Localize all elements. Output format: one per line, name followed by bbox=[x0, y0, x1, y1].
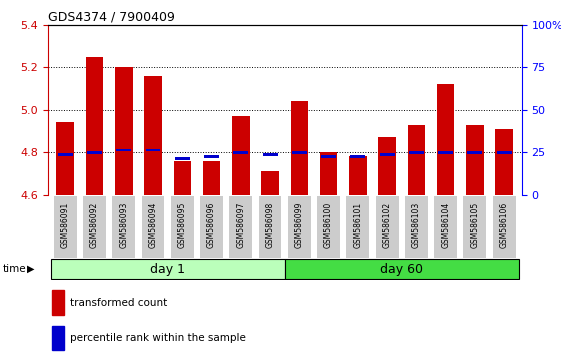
Bar bbox=[57, 122, 74, 195]
FancyBboxPatch shape bbox=[405, 196, 428, 258]
Bar bbox=[233, 151, 249, 154]
Bar bbox=[145, 149, 160, 152]
Bar bbox=[496, 151, 512, 154]
FancyBboxPatch shape bbox=[83, 196, 106, 258]
Text: transformed count: transformed count bbox=[71, 298, 168, 308]
Text: GSM586102: GSM586102 bbox=[383, 202, 392, 249]
FancyBboxPatch shape bbox=[112, 196, 135, 258]
Bar bbox=[409, 151, 424, 154]
Bar bbox=[116, 149, 131, 152]
Bar bbox=[291, 101, 308, 195]
Bar bbox=[58, 153, 73, 156]
Bar bbox=[378, 137, 396, 195]
Bar bbox=[175, 157, 190, 160]
Bar bbox=[495, 129, 513, 195]
Bar bbox=[263, 153, 278, 156]
Bar bbox=[437, 84, 454, 195]
FancyBboxPatch shape bbox=[434, 196, 457, 258]
Bar bbox=[261, 171, 279, 195]
Bar bbox=[438, 151, 453, 154]
Text: GSM586091: GSM586091 bbox=[61, 202, 70, 249]
Bar bbox=[173, 161, 191, 195]
Bar bbox=[115, 67, 132, 195]
Text: GSM586103: GSM586103 bbox=[412, 202, 421, 249]
Bar bbox=[349, 156, 367, 195]
Text: GSM586092: GSM586092 bbox=[90, 202, 99, 249]
Text: GSM586093: GSM586093 bbox=[119, 202, 128, 249]
Text: GSM586105: GSM586105 bbox=[471, 202, 480, 249]
FancyBboxPatch shape bbox=[376, 196, 398, 258]
Bar bbox=[203, 161, 220, 195]
Text: GSM586095: GSM586095 bbox=[178, 202, 187, 249]
Bar bbox=[408, 125, 425, 195]
Bar bbox=[52, 326, 65, 350]
Text: GDS4374 / 7900409: GDS4374 / 7900409 bbox=[48, 11, 174, 24]
Bar bbox=[320, 152, 337, 195]
Bar bbox=[204, 155, 219, 158]
Text: GSM586098: GSM586098 bbox=[265, 202, 274, 249]
Bar bbox=[232, 116, 250, 195]
Text: GSM586099: GSM586099 bbox=[295, 202, 304, 249]
Text: GSM586104: GSM586104 bbox=[441, 202, 450, 249]
FancyBboxPatch shape bbox=[317, 196, 340, 258]
Bar bbox=[466, 125, 484, 195]
FancyBboxPatch shape bbox=[54, 196, 77, 258]
Bar bbox=[52, 290, 65, 315]
Bar bbox=[467, 151, 482, 154]
Text: GSM586097: GSM586097 bbox=[236, 202, 245, 249]
FancyBboxPatch shape bbox=[493, 196, 516, 258]
Text: GSM586096: GSM586096 bbox=[207, 202, 216, 249]
Text: day 60: day 60 bbox=[380, 263, 423, 275]
Text: GSM586100: GSM586100 bbox=[324, 202, 333, 249]
Text: time: time bbox=[3, 264, 26, 274]
Bar bbox=[87, 151, 102, 154]
FancyBboxPatch shape bbox=[288, 196, 311, 258]
Text: GSM586106: GSM586106 bbox=[500, 202, 509, 249]
Text: ▶: ▶ bbox=[27, 264, 34, 274]
Text: percentile rank within the sample: percentile rank within the sample bbox=[71, 333, 246, 343]
FancyBboxPatch shape bbox=[347, 196, 369, 258]
Bar bbox=[86, 57, 103, 195]
Bar bbox=[321, 155, 336, 158]
Bar bbox=[292, 151, 307, 154]
Text: GSM586101: GSM586101 bbox=[353, 202, 362, 249]
FancyBboxPatch shape bbox=[285, 259, 519, 279]
Bar bbox=[144, 76, 162, 195]
Text: GSM586094: GSM586094 bbox=[149, 202, 158, 249]
Bar bbox=[351, 155, 365, 158]
FancyBboxPatch shape bbox=[259, 196, 282, 258]
FancyBboxPatch shape bbox=[141, 196, 164, 258]
Text: day 1: day 1 bbox=[150, 263, 185, 275]
Bar bbox=[380, 153, 394, 156]
FancyBboxPatch shape bbox=[229, 196, 252, 258]
FancyBboxPatch shape bbox=[171, 196, 194, 258]
FancyBboxPatch shape bbox=[50, 259, 285, 279]
FancyBboxPatch shape bbox=[463, 196, 486, 258]
FancyBboxPatch shape bbox=[200, 196, 223, 258]
